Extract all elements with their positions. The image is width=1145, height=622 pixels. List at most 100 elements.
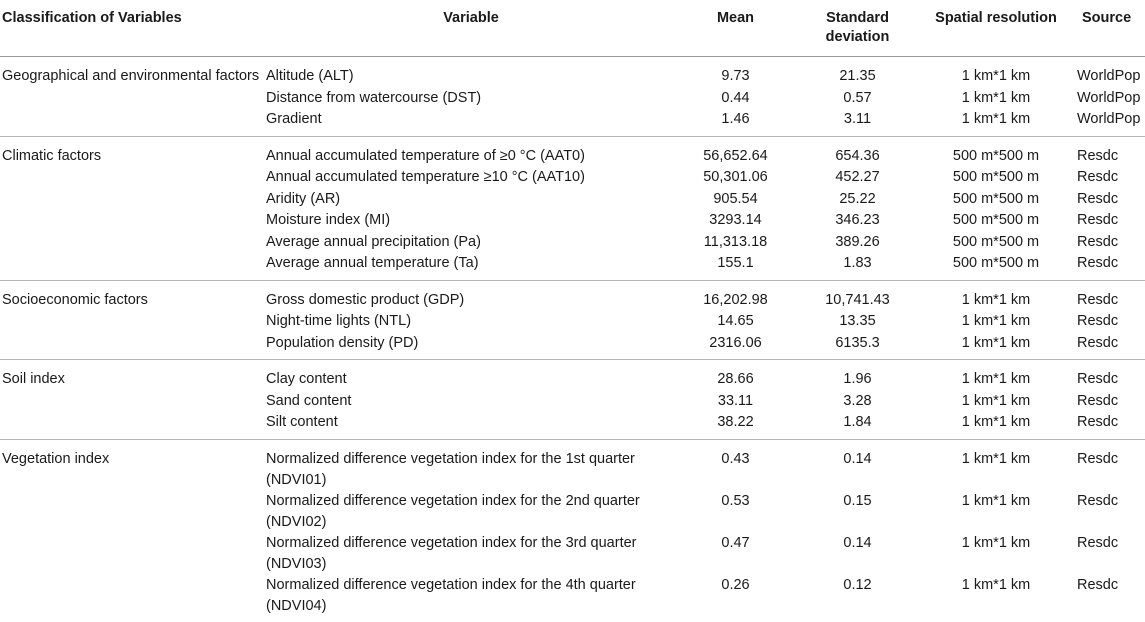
resolution-cell: 1 km*1 km xyxy=(961,68,1031,84)
table-row: Aridity (AR) 905.54 25.22 500 m*500 m Resdc xyxy=(0,189,1145,211)
table-row: Sand content 33.11 3.28 1 km*1 km Resdc xyxy=(0,391,1145,413)
sd-cell: 654.36 xyxy=(795,135,920,167)
resolution-cell: 500 m*500 m xyxy=(952,169,1040,185)
sd-cell: 21.35 xyxy=(839,68,876,84)
resolution-cell: 500 m*500 m xyxy=(920,135,1072,167)
source-cell: Resdc xyxy=(1072,135,1145,167)
table-row: Distance from watercourse (DST) 0.44 0.57 1… xyxy=(0,88,1145,110)
table-row: Climatic factors Annual accumulated tempe… xyxy=(0,135,1145,280)
header-variable: Variable xyxy=(266,0,676,57)
table-row: Vegetation index Normalized difference ve… xyxy=(0,438,1145,622)
sd-cell: 13.35 xyxy=(839,313,876,329)
table-row: Soil index Clay content 28.66 1.96 1 km*1 km… xyxy=(0,359,1145,439)
mean-cell: 0.43 xyxy=(676,438,795,491)
mean-cell: 38.22 xyxy=(717,414,754,430)
resolution-cell: 500 m*500 m xyxy=(952,233,1040,250)
source-cell: Resdc xyxy=(1077,169,1119,185)
resolution-cell: 1 km*1 km xyxy=(961,414,1031,430)
mean-cell: 9.73 xyxy=(721,68,750,84)
variable-cell: Gradient xyxy=(266,111,322,127)
resolution-cell: 1 km*1 km xyxy=(961,492,1031,509)
variable-cell: Sand content xyxy=(266,392,352,409)
table-row: Silt content 38.22 1.84 1 km*1 km Resdc xyxy=(0,412,1145,439)
mean-cell: 33.11 xyxy=(717,392,754,409)
mean-cell: 11,313.18 xyxy=(703,233,768,250)
mean-cell: 16,202.98 xyxy=(676,279,795,311)
source-cell: Resdc xyxy=(1072,359,1145,391)
mean-cell: 2316.06 xyxy=(709,334,762,351)
table-row: Normalized difference vegetation index f… xyxy=(0,491,1145,533)
variable-cell: Silt content xyxy=(266,414,338,430)
resolution-cell: 500 m*500 m xyxy=(952,190,1040,207)
variable-cell: Average annual temperature (Ta) xyxy=(266,255,479,271)
header-classification: Classification of Variables xyxy=(0,0,266,57)
mean-cell: 155.1 xyxy=(717,255,754,271)
sd-cell: 1.96 xyxy=(795,359,920,391)
source-cell: Resdc xyxy=(1077,534,1119,551)
table-row: Gradient 1.46 3.11 1 km*1 km WorldPop xyxy=(0,109,1145,136)
category-cell: Geographical and environmental factors xyxy=(2,68,260,84)
variable-cell: Annual accumulated temperature ≥10 °C (A… xyxy=(266,169,585,185)
category-cell: Climatic factors xyxy=(0,135,266,280)
variable-cell: Normalized difference vegetation index f… xyxy=(266,492,640,530)
source-cell: Resdc xyxy=(1077,255,1119,271)
table-row: Average annual precipitation (Pa) 11,313.… xyxy=(0,232,1145,254)
source-cell: Resdc xyxy=(1077,212,1119,228)
source-cell: Resdc xyxy=(1072,279,1145,311)
source-cell: Resdc xyxy=(1077,576,1119,593)
sd-cell: 389.26 xyxy=(835,233,880,250)
mean-cell: 0.47 xyxy=(721,534,750,551)
source-cell: Resdc xyxy=(1077,190,1119,207)
mean-cell: 56,652.64 xyxy=(676,135,795,167)
sd-cell: 0.14 xyxy=(843,534,872,551)
table-row: Geographical and environmental factors Al… xyxy=(0,57,1145,88)
resolution-cell: 1 km*1 km xyxy=(961,576,1031,593)
resolution-cell: 1 km*1 km xyxy=(961,111,1031,127)
source-cell: Resdc xyxy=(1077,414,1119,430)
sd-cell: 3.28 xyxy=(843,392,872,409)
resolution-cell: 500 m*500 m xyxy=(952,212,1040,228)
resolution-cell: 1 km*1 km xyxy=(961,392,1031,409)
table-row: Moisture index (MI) 3293.14 346.23 500 m*50… xyxy=(0,210,1145,232)
sd-cell: 25.22 xyxy=(839,190,876,207)
mean-cell: 50,301.06 xyxy=(703,169,768,185)
source-cell: WorldPop xyxy=(1077,68,1141,84)
sd-cell: 3.11 xyxy=(843,111,872,127)
header-standard-deviation: Standard deviation xyxy=(795,0,920,57)
mean-cell: 0.44 xyxy=(721,89,750,106)
table-row: Population density (PD) 2316.06 6135.3 1 km… xyxy=(0,333,1145,360)
table-row: Annual accumulated temperature ≥10 °C (A… xyxy=(0,167,1145,189)
variable-cell: Altitude (ALT) xyxy=(266,68,354,84)
variable-cell: Normalized difference vegetation index f… xyxy=(266,576,636,614)
variable-cell: Night-time lights (NTL) xyxy=(266,313,412,329)
sd-cell: 1.84 xyxy=(843,414,872,430)
resolution-cell: 1 km*1 km xyxy=(920,279,1072,311)
variable-cell: Normalized difference vegetation index f… xyxy=(266,534,637,572)
variable-cell: Distance from watercourse (DST) xyxy=(266,89,482,106)
source-cell: Resdc xyxy=(1077,492,1119,509)
sd-cell: 1.83 xyxy=(843,255,872,271)
resolution-cell: 1 km*1 km xyxy=(920,359,1072,391)
category-cell: Socioeconomic factors xyxy=(0,279,266,360)
variable-cell: Average annual precipitation (Pa) xyxy=(266,233,481,250)
resolution-cell: 500 m*500 m xyxy=(952,255,1040,271)
variable-cell: Population density (PD) xyxy=(266,334,419,351)
mean-cell: 28.66 xyxy=(676,359,795,391)
sd-cell: 0.14 xyxy=(795,438,920,491)
mean-cell: 905.54 xyxy=(713,190,758,207)
resolution-cell: 1 km*1 km xyxy=(920,438,1072,491)
category-cell: Vegetation index xyxy=(0,438,266,622)
sd-cell: 10,741.43 xyxy=(795,279,920,311)
table-row: Socioeconomic factors Gross domestic prod… xyxy=(0,279,1145,360)
resolution-cell: 1 km*1 km xyxy=(961,534,1031,551)
source-cell: Resdc xyxy=(1077,233,1119,250)
table-row: Night-time lights (NTL) 14.65 13.35 1 km*1 … xyxy=(0,311,1145,333)
mean-cell: 0.53 xyxy=(721,492,750,509)
resolution-cell: 1 km*1 km xyxy=(961,334,1031,351)
sd-cell: 0.15 xyxy=(843,492,872,509)
table-row: Normalized difference vegetation index f… xyxy=(0,533,1145,575)
variable-cell: Annual accumulated temperature of ≥0 °C … xyxy=(266,135,676,167)
header-spatial-resolution: Spatial resolution xyxy=(920,0,1072,57)
sd-cell: 0.57 xyxy=(843,89,872,106)
